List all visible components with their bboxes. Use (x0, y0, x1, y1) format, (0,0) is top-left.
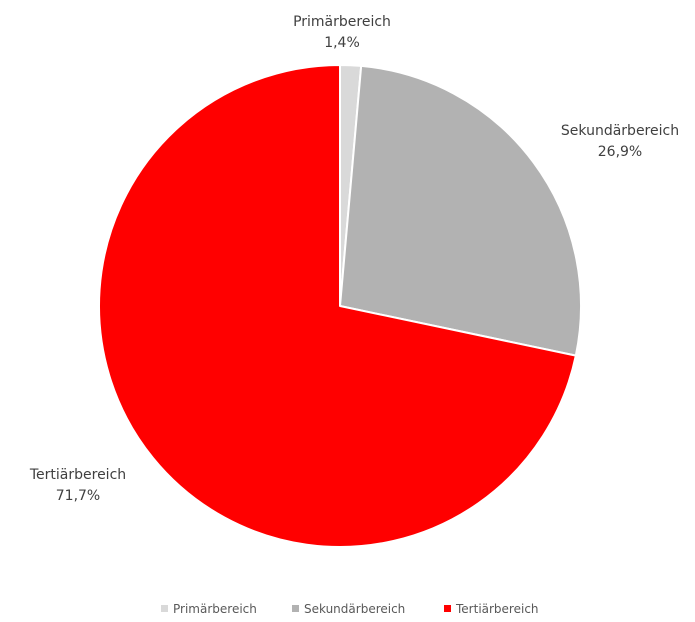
data-label-primaerbereich-name: Primärbereich (293, 14, 391, 30)
data-label-tertiaerbereich-value: 71,7% (56, 488, 100, 504)
data-label-primaerbereich-value: 1,4% (324, 35, 360, 51)
legend-swatch-sekundaerbereich (292, 605, 299, 612)
pie-slice-sekundaerbereich (339, 64, 582, 357)
legend-label-sekundaerbereich: Sekundärbereich (304, 602, 405, 616)
data-label-tertiaerbereich-name: Tertiärbereich (29, 467, 126, 483)
pie-slices (98, 64, 582, 548)
data-label-sekundaerbereich-value: 26,9% (598, 144, 642, 160)
data-label-sekundaerbereich-name: Sekundärbereich (561, 123, 679, 139)
legend-label-primaerbereich: Primärbereich (173, 602, 257, 616)
pie-slice-tertiaerbereich (98, 64, 577, 548)
legend-swatch-tertiaerbereich (444, 605, 451, 612)
legend: Primärbereich Sekundärbereich Tertiärber… (161, 602, 539, 616)
legend-label-tertiaerbereich: Tertiärbereich (455, 602, 539, 616)
legend-swatch-primaerbereich (161, 605, 168, 612)
